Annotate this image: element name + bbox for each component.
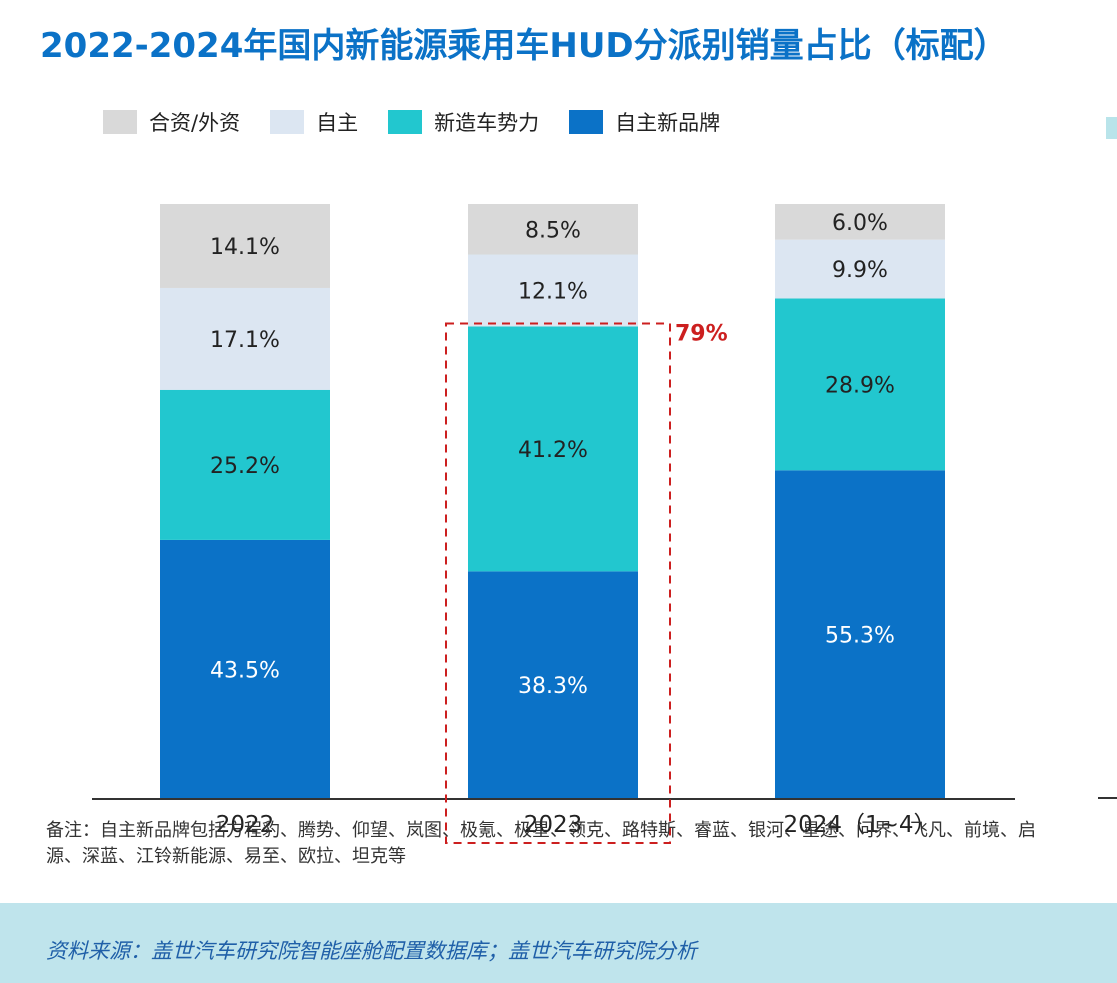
legend-item-new-brands: 自主新品牌	[569, 107, 720, 137]
highlight-label: 79%	[675, 321, 728, 346]
data-source: 资料来源：盖世汽车研究院智能座舱配置数据库；盖世汽车研究院分析	[46, 939, 697, 963]
bar-segment-2022-0	[160, 539, 330, 799]
bar-segment-2022-2	[160, 287, 330, 390]
bar-segment-2024-1	[775, 298, 945, 471]
data-label-2023-3: 8.5%	[525, 218, 581, 243]
legend-swatch-new-brands	[569, 110, 604, 134]
legend-swatch-domestic	[270, 110, 305, 134]
edge-partial-axis	[1098, 797, 1117, 799]
bar-segment-2024-3	[775, 204, 945, 240]
edge-partial-mark	[1106, 117, 1117, 139]
bar-segment-2022-3	[160, 204, 330, 288]
data-label-2024-2: 9.9%	[832, 258, 888, 283]
data-label-2022-3: 14.1%	[210, 235, 280, 260]
legend-item-jv: 合资/外资	[103, 107, 240, 137]
bar-segment-2023-2	[468, 254, 638, 327]
data-label-2023-2: 12.1%	[518, 279, 588, 304]
x-tick-label-2: 2024（1~4）	[783, 812, 936, 838]
data-label-2023-1: 41.2%	[518, 438, 588, 463]
data-label-2023-0: 38.3%	[518, 674, 588, 699]
legend-item-domestic: 自主	[270, 107, 358, 137]
chart-note: 备注：自主新品牌包括方程豹、腾势、仰望、岚图、极氪、极星、领克、路特斯、睿蓝、银…	[46, 820, 1036, 867]
legend-swatch-new-forces	[388, 110, 423, 134]
bar-segment-2023-3	[468, 204, 638, 255]
x-tick-label-0: 2022	[216, 812, 275, 838]
x-tick-label-1: 2023	[524, 812, 583, 838]
data-label-2024-0: 55.3%	[825, 624, 895, 649]
legend-label-jv: 合资/外资	[149, 111, 241, 135]
bar-segment-2023-0	[468, 571, 638, 799]
data-label-2022-2: 17.1%	[210, 328, 280, 353]
bar-segment-2022-1	[160, 389, 330, 540]
data-label-2022-1: 25.2%	[210, 454, 280, 479]
chart-legend: 合资/外资 自主 新造车势力 自主新品牌	[103, 106, 750, 138]
bar-segment-2024-2	[775, 239, 945, 299]
legend-label-new-forces: 新造车势力	[434, 111, 540, 135]
stacked-bar-chart: 43.5% 25.2% 17.1% 14.1% 2022 38.3% 41.2% 12.1% 8…	[92, 204, 1015, 844]
chart-title: 2022-2024年国内新能源乘用车HUD分派别销量占比（标配）	[40, 26, 1008, 66]
footer-band	[0, 903, 1117, 983]
data-label-2024-1: 28.9%	[825, 373, 895, 398]
legend-label-domestic: 自主	[316, 111, 359, 135]
legend-label-new-brands: 自主新品牌	[615, 111, 721, 135]
legend-swatch-jv	[103, 110, 137, 134]
data-label-2022-0: 43.5%	[210, 658, 280, 683]
highlight-box	[445, 322, 671, 844]
data-label-2024-3: 6.0%	[832, 211, 888, 236]
bar-segment-2023-1	[468, 326, 638, 572]
legend-item-new-forces: 新造车势力	[388, 107, 539, 137]
bar-segment-2024-0	[775, 470, 945, 799]
